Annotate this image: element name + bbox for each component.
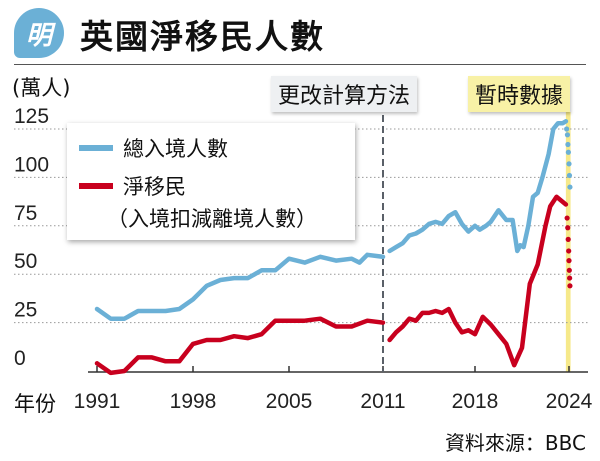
provisional-point-total: [566, 161, 572, 167]
provisional-point-total: [565, 141, 571, 148]
provisional-point-net: [565, 236, 571, 242]
provisional-point-net: [566, 267, 572, 273]
legend-swatch-net: [79, 183, 113, 189]
provisional-point-net: [566, 248, 572, 254]
x-tick-label: 2011: [360, 390, 405, 413]
provisional-band: [565, 112, 571, 372]
series-line-net: [94, 316, 386, 376]
x-tick-label: 1991: [74, 390, 121, 413]
x-tick-label: 2018: [452, 390, 499, 413]
provisional-point-net: [567, 283, 573, 289]
y-tick-label: 25: [14, 299, 37, 322]
y-tick-label: 75: [14, 202, 37, 225]
legend: 總入境人數 淨移民 （入境扣減離境人數）: [67, 123, 355, 240]
series-line-total: [94, 252, 386, 321]
provisional-point-total: [564, 132, 571, 138]
legend-label-net: 淨移民: [123, 175, 186, 199]
method-change-label: 更改計算方法: [271, 76, 418, 112]
provisional-point-net: [566, 258, 572, 264]
provisional-point-total: [565, 149, 571, 155]
x-tick-label: 2024: [546, 390, 593, 413]
series-line-total: [387, 119, 569, 254]
provisional-point-net: [567, 275, 573, 281]
provisional-point-net: [564, 215, 570, 221]
y-tick-label: 100: [14, 153, 49, 176]
provisional-point-total: [566, 172, 573, 179]
chart-title: 英國淨移民人數: [80, 17, 325, 56]
legend-note-net: （入境扣減離境人數）: [107, 207, 317, 231]
provisional-point-total: [564, 126, 570, 132]
provisional-point-total: [567, 184, 573, 190]
logo-text: 明: [25, 20, 52, 51]
legend-label-total: 總入境人數: [123, 137, 228, 161]
y-tick-label: 125: [14, 105, 49, 128]
brand-logo: 明: [14, 8, 64, 58]
y-axis-unit: (萬人): [12, 76, 71, 100]
source-credit: 資料來源：BBC: [444, 431, 586, 455]
title-divider: [14, 64, 586, 65]
x-tick-label: 1998: [170, 390, 217, 413]
y-tick-label: 50: [14, 250, 37, 273]
x-tick-label: 2005: [266, 390, 313, 413]
series-line-net: [387, 194, 569, 368]
x-axis-label: 年份: [14, 392, 56, 416]
y-tick-label: 0: [14, 347, 26, 370]
legend-swatch-total: [79, 145, 113, 151]
provisional-data-label: 暫時數據: [468, 76, 571, 112]
provisional-point-net: [565, 225, 571, 231]
